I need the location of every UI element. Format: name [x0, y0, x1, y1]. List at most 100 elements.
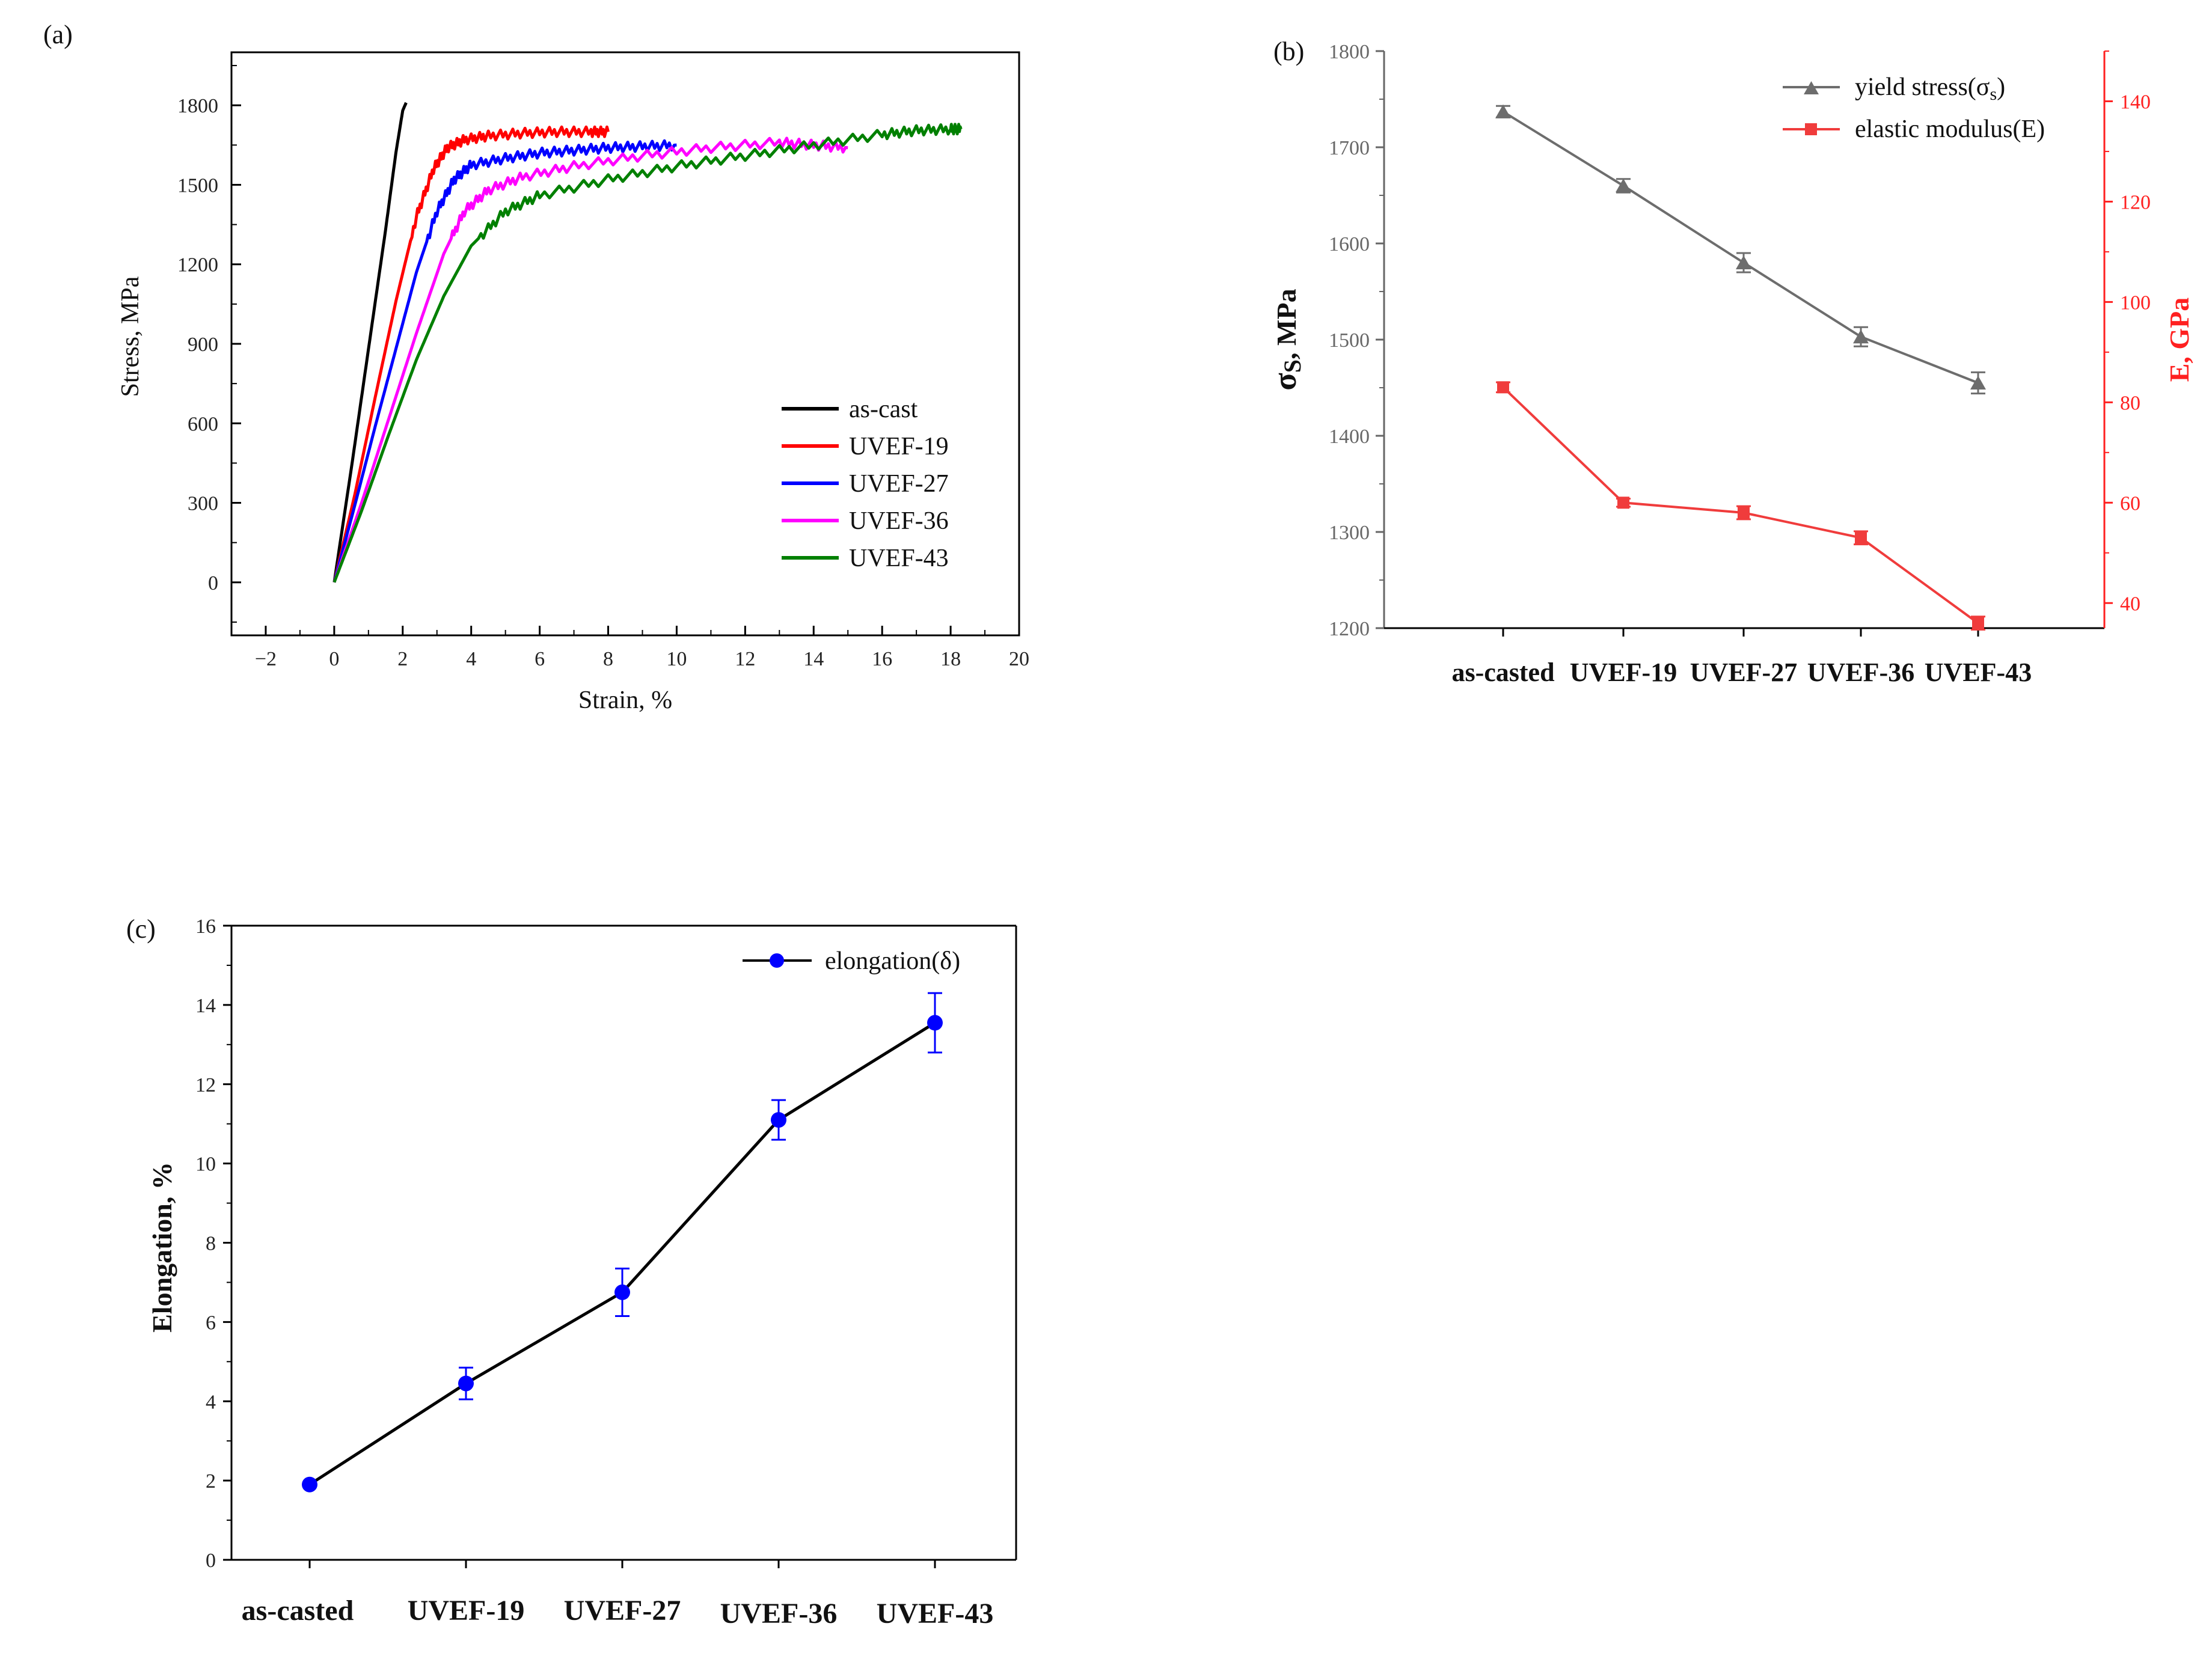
left-tick-label-b: 1600	[1329, 233, 1370, 255]
y-tick-label-c: 12	[195, 1074, 216, 1096]
x-tick-label-a: 10	[666, 648, 687, 670]
left-tick-label-b: 1300	[1329, 522, 1370, 544]
category-label-b: UVEF-36	[1807, 658, 1914, 687]
y-tick-label-c: 0	[206, 1550, 216, 1572]
y-axis-label-a: Stress, MPa	[117, 276, 144, 397]
category-label-b: as-casted	[1451, 658, 1554, 687]
panel-b-label: (b)	[1273, 37, 1304, 66]
series-line-b	[1502, 386, 1979, 625]
category-label-c: UVEF-27	[564, 1595, 681, 1627]
panel-a-label: (a)	[43, 20, 73, 49]
legend-marker-triangle	[1804, 81, 1819, 94]
right-axis-label-b: E, GPa	[2164, 298, 2195, 382]
y-tick-label-a: 0	[208, 572, 218, 594]
x-tick-label-a: 18	[940, 648, 961, 670]
y-tick-label-a: 600	[188, 413, 218, 435]
x-tick-label-a: 20	[1009, 648, 1029, 670]
x-axis-ticks-a: −2 0 2 4 6 8 10 12 14 16 18 20	[255, 626, 1029, 670]
y-tick-label-a: 1800	[177, 95, 218, 117]
data-point-circle	[771, 1112, 786, 1128]
data-point-circle	[302, 1476, 317, 1493]
legend-yield-main: yield stress(σ	[1855, 73, 1990, 101]
legend-label-uvef-43: UVEF-43	[849, 545, 949, 572]
right-tick-label-b: 120	[2120, 191, 2151, 213]
category-label-c: UVEF-36	[720, 1598, 838, 1630]
left-axis-ticks-b: 1200 1300 1400 1500 1600 1700 1800	[1329, 41, 1384, 640]
category-label-b: UVEF-19	[1570, 658, 1677, 687]
data-point-circle	[927, 1015, 943, 1031]
series-line-b	[1502, 111, 1979, 384]
data-point-triangle	[1853, 329, 1869, 344]
series-line-as-cast	[332, 102, 408, 583]
y-tick-label-a: 900	[188, 334, 218, 356]
series-line-uvef-19	[332, 125, 610, 583]
legend-text-yield: yield stress(σs)	[1855, 73, 2005, 104]
right-tick-label-b: 80	[2120, 392, 2140, 414]
data-point-circle	[458, 1375, 474, 1392]
legend-label-as-cast: as-cast	[849, 396, 918, 423]
category-label-c: UVEF-19	[408, 1595, 525, 1627]
y-axis-label-c: Elongation, %	[147, 1162, 177, 1333]
x-tick-label-a: 12	[735, 648, 755, 670]
x-tick-label-a: 2	[397, 648, 408, 670]
category-label-b: UVEF-27	[1690, 658, 1797, 687]
y-axis-ticks-c: 0 2 4 6 8 10 12 14 16	[195, 915, 231, 1572]
category-labels-b: as-casted UVEF-19 UVEF-27 UVEF-36 UVEF-43	[1451, 628, 2032, 687]
right-tick-label-b: 60	[2120, 492, 2140, 515]
x-tick-label-a: 6	[535, 648, 545, 670]
legend-c: elongation(δ)	[743, 947, 960, 975]
left-tick-label-b: 1400	[1329, 426, 1370, 448]
right-axis-ticks-b: 40 60 80 100 120 140	[2104, 50, 2151, 615]
legend-text-elongation: elongation(δ)	[825, 947, 960, 975]
y-tick-label-c: 6	[206, 1312, 216, 1334]
panel-c-label: (c)	[126, 914, 156, 944]
legend-marker-circle	[770, 953, 784, 968]
y-tick-label-a: 300	[188, 493, 218, 515]
data-point-triangle	[1495, 104, 1511, 118]
category-label-b: UVEF-43	[1925, 658, 2032, 687]
left-axis-label-unit: , MPa	[1271, 289, 1302, 359]
series-line-c	[308, 1021, 936, 1486]
y-tick-label-c: 4	[206, 1391, 216, 1413]
data-point-triangle	[1970, 376, 1986, 390]
y-axis-ticks-a: 0 300 600 900 1200 1500 1800	[177, 65, 241, 623]
y-tick-label-c: 14	[195, 995, 216, 1017]
category-label-c: as-casted	[242, 1595, 354, 1627]
panel-b: (b) 1200 1300 1400 1500 1600 1700 1800 40 60 80 1…	[1267, 37, 2195, 687]
series-line-uvef-43	[332, 123, 963, 583]
y-tick-label-c: 8	[206, 1233, 216, 1255]
right-tick-label-b: 100	[2120, 292, 2151, 314]
left-axis-label-b: σS, MPa	[1267, 289, 1306, 390]
y-tick-label-a: 1200	[177, 254, 218, 277]
x-tick-label-a: 14	[803, 648, 824, 670]
category-label-c: UVEF-43	[877, 1598, 994, 1630]
legend-marker-square	[1805, 123, 1817, 135]
y-tick-label-a: 1500	[177, 174, 218, 197]
x-tick-label-a: 4	[466, 648, 476, 670]
x-tick-label-a: 0	[329, 648, 339, 670]
right-tick-label-b: 40	[2120, 593, 2140, 615]
data-point-triangle	[1736, 255, 1751, 269]
y-tick-label-c: 16	[195, 915, 216, 938]
data-point-triangle	[1616, 179, 1631, 192]
x-tick-label-a: 16	[872, 648, 892, 670]
legend-b: yield stress(σs) elastic modulus(E)	[1783, 73, 2045, 143]
data-point-square	[1617, 496, 1629, 509]
data-point-circle	[614, 1284, 630, 1300]
left-tick-label-b: 1200	[1329, 618, 1370, 640]
legend-yield-end: )	[1997, 73, 2005, 101]
left-tick-label-b: 1800	[1329, 41, 1370, 63]
legend-text-modulus: elastic modulus(E)	[1855, 115, 2045, 143]
series-line-uvef-36	[332, 136, 848, 583]
x-axis-label-a: Strain, %	[578, 686, 672, 714]
legend-yield-sub: s	[1990, 84, 1997, 104]
x-tick-label-a: −2	[255, 648, 277, 670]
legend-a: as-cast UVEF-19 UVEF-27 UVEF-36 UVEF-43	[782, 396, 949, 572]
legend-label-uvef-19: UVEF-19	[849, 433, 949, 460]
data-point-square	[1738, 507, 1750, 519]
legend-label-uvef-27: UVEF-27	[849, 470, 949, 498]
left-axis-label-subscript: S	[1279, 359, 1306, 373]
plot-lines-b	[1495, 104, 1986, 631]
panel-c: (c) 0 2 4 6 8 10 12 14 16 as-casted UVEF-19 UVEF-2…	[126, 914, 1017, 1630]
